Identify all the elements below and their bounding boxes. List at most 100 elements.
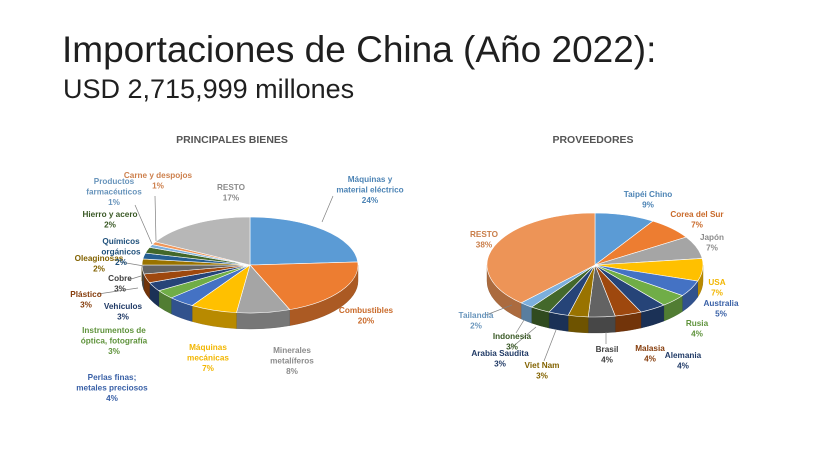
data-label-japon: Japón 7% xyxy=(700,233,724,253)
data-label-rusia: Rusia 4% xyxy=(686,319,709,339)
data-label-value: 2% xyxy=(93,265,106,274)
data-label-text: RESTO xyxy=(470,230,499,239)
slice-maquinas-y-material-electrico xyxy=(249,216,359,266)
data-label-text: óptica, fotografía xyxy=(81,337,148,346)
data-label-text: Arabia Saudita xyxy=(471,349,529,358)
data-label-value: 1% xyxy=(152,182,165,191)
data-label-value: 24% xyxy=(362,196,379,205)
chart-title: PRINCIPALES BIENES xyxy=(176,134,288,146)
data-label-value: 3% xyxy=(108,347,121,356)
slice-combustibles xyxy=(249,261,359,310)
data-label-text: Taipéi Chino xyxy=(624,190,673,199)
data-label-text: Corea del Sur xyxy=(670,210,724,219)
data-label-viet-nam: Viet Nam 3% xyxy=(525,361,560,381)
data-label-text: Carne y despojos xyxy=(124,171,193,180)
data-label-value: 2% xyxy=(115,258,128,267)
data-label-value: 3% xyxy=(80,301,93,310)
data-label-text: Indonesia xyxy=(493,332,532,341)
leader-line-viet-nam xyxy=(543,329,557,362)
data-label-combustibles: Combustibles 20% xyxy=(339,306,394,326)
data-label-text: Brasil xyxy=(596,345,619,354)
data-label-text: farmacéuticos xyxy=(86,188,142,197)
data-label-resto: RESTO 17% xyxy=(217,183,246,203)
slide-title: Importaciones de China (Año 2022): xyxy=(62,29,657,70)
data-label-text: Hierro y acero xyxy=(82,210,137,219)
data-label-corea-del-sur: Corea del Sur 7% xyxy=(670,210,724,230)
data-label-malasia: Malasia 4% xyxy=(635,344,665,364)
data-label-value: 1% xyxy=(108,198,121,207)
data-label-value: 3% xyxy=(117,313,130,322)
data-label-value: 5% xyxy=(715,310,728,319)
data-label-value: 4% xyxy=(691,330,704,339)
leader-line-arabia-saudita xyxy=(509,326,537,350)
data-label-vehiculos: Vehículos 3% xyxy=(104,302,143,322)
data-label-value: 4% xyxy=(106,394,119,403)
data-label-text: Químicos xyxy=(102,237,140,246)
data-label-text: Productos xyxy=(94,177,135,186)
data-label-text: Plástico xyxy=(70,290,101,299)
data-label-value: 38% xyxy=(476,241,493,250)
data-label-value: 2% xyxy=(104,221,117,230)
data-label-value: 9% xyxy=(642,201,655,210)
slice-resto xyxy=(154,216,251,266)
data-label-brasil: Brasil 4% xyxy=(596,345,619,365)
data-label-text: Vehículos xyxy=(104,302,143,311)
data-label-text: Cobre xyxy=(108,274,132,283)
data-label-text: Japón xyxy=(700,233,724,242)
data-label-arabia-saudita: Arabia Saudita 3% xyxy=(471,349,529,369)
data-label-value: 4% xyxy=(601,356,614,365)
slice-resto xyxy=(486,212,596,304)
data-label-text: Alemania xyxy=(665,351,702,360)
data-label-text: material eléctrico xyxy=(336,186,403,195)
data-label-text: Viet Nam xyxy=(525,361,560,370)
data-label-text: Combustibles xyxy=(339,306,394,315)
data-label-value: 3% xyxy=(114,285,127,294)
leader-line-oleaginosas xyxy=(119,261,145,267)
data-label-text: metalíferos xyxy=(270,357,314,366)
data-label-tailandia: Tailandia 2% xyxy=(459,311,494,331)
data-label-text: USA xyxy=(708,278,725,287)
data-label-value: 20% xyxy=(358,317,375,326)
data-label-text: RESTO xyxy=(217,183,246,192)
data-label-text: Malasia xyxy=(635,344,665,353)
data-label-hierro-y-acero: Hierro y acero 2% xyxy=(82,210,137,230)
leader-line-plastico xyxy=(97,287,139,295)
data-label-value: 7% xyxy=(691,221,704,230)
slide-subtitle: USD 2,715,999 millones xyxy=(63,74,355,104)
data-label-value: 3% xyxy=(536,372,549,381)
data-label-text: Australia xyxy=(703,299,738,308)
data-label-text: Perlas finas; xyxy=(88,373,137,382)
chart-title: PROVEEDORES xyxy=(552,134,633,146)
data-label-australia: Australia 5% xyxy=(703,299,738,319)
data-label-cobre: Cobre 3% xyxy=(108,274,132,294)
data-label-text: orgánicos xyxy=(101,248,141,257)
data-label-text: Tailandia xyxy=(459,311,494,320)
data-label-value: 7% xyxy=(706,244,719,253)
data-label-indonesia: Indonesia 3% xyxy=(493,332,532,352)
slice-side-brasil xyxy=(588,315,616,334)
data-label-value: 7% xyxy=(202,364,215,373)
slice-side-viet-nam xyxy=(567,315,589,334)
data-label-text: Minerales xyxy=(273,346,311,355)
data-label-value: 4% xyxy=(677,362,690,371)
data-label-text: Oleaginosas xyxy=(75,254,124,263)
data-label-value: 3% xyxy=(506,343,519,352)
data-label-value: 8% xyxy=(286,367,299,376)
leader-line-productos-farmaceuticos xyxy=(134,204,153,245)
data-label-usa: USA 7% xyxy=(708,278,725,298)
data-label-text: Máquinas y xyxy=(348,175,393,184)
data-label-text: Máquinas xyxy=(189,343,227,352)
data-label-plastico: Plástico 3% xyxy=(70,290,101,310)
data-label-carne-y-despojos: Carne y despojos 1% xyxy=(124,171,193,191)
data-label-oleaginosas: Oleaginosas 2% xyxy=(75,254,124,274)
data-label-text: mecánicas xyxy=(187,354,229,363)
